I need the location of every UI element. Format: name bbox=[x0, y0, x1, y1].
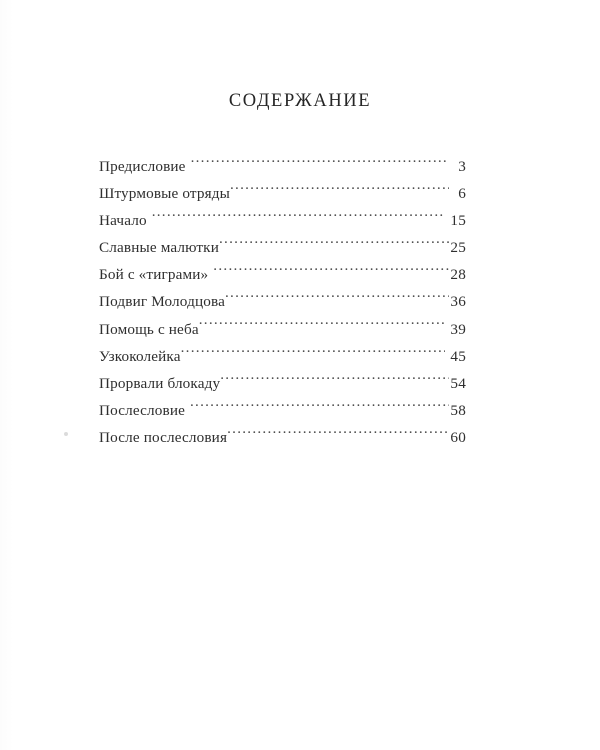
toc-leader-dots bbox=[225, 291, 449, 306]
toc-entry[interactable]: Штурмовые отряды 6 bbox=[99, 180, 466, 207]
toc-leader-dots bbox=[227, 427, 449, 442]
toc-entry[interactable]: Прорвали блокаду 54 bbox=[99, 370, 466, 397]
scan-artifact-speck bbox=[64, 432, 68, 436]
toc-entry[interactable]: Узкоколейка 45 bbox=[99, 343, 466, 370]
toc-entry[interactable]: После послесловия 60 bbox=[99, 424, 466, 451]
toc-entry-label: Штурмовые отряды bbox=[99, 185, 230, 203]
toc-entry[interactable]: Бой с «тиграми» 28 bbox=[99, 261, 466, 288]
toc-leader-dots bbox=[219, 237, 449, 252]
toc-leader-dots bbox=[213, 264, 449, 279]
toc-entry-label: После послесловия bbox=[99, 428, 228, 446]
toc-entry[interactable]: Подвиг Молодцова 36 bbox=[99, 288, 466, 315]
toc-entry-label: Начало bbox=[99, 212, 147, 230]
toc-leader-dots bbox=[199, 318, 445, 333]
toc-leader-dots bbox=[152, 210, 445, 225]
toc-entry-label: Бой с «тиграми» bbox=[99, 266, 209, 284]
toc-entry-page-number: 45 bbox=[450, 347, 466, 365]
toc-entry[interactable]: Славные малютки 25 bbox=[99, 234, 466, 261]
toc-entry-page-number: 60 bbox=[450, 428, 466, 446]
toc-entry[interactable]: Помощь с неба 39 bbox=[99, 316, 466, 343]
toc-entry-page-number: 25 bbox=[450, 239, 466, 257]
toc-entry-page-number: 58 bbox=[450, 401, 466, 419]
toc-entry-page-number: 28 bbox=[450, 266, 466, 284]
toc-entry-page-number: 36 bbox=[450, 293, 466, 311]
toc-entry[interactable]: Предисловие 3 bbox=[99, 153, 466, 180]
toc-leader-dots bbox=[220, 373, 449, 388]
toc-leader-dots bbox=[191, 156, 449, 171]
toc-entry-label: Помощь с неба bbox=[99, 320, 199, 338]
table-of-contents-list: Предисловие 3 Штурмовые отряды 6 Начало 15 Сла… bbox=[99, 153, 466, 451]
toc-entry[interactable]: Послесловие 58 bbox=[99, 397, 466, 424]
toc-entry-page-number: 54 bbox=[450, 374, 466, 392]
toc-entry-page-number: 6 bbox=[458, 185, 466, 203]
toc-entry-label: Прорвали блокаду bbox=[99, 374, 221, 392]
toc-entry-label: Подвиг Молодцова bbox=[99, 293, 225, 311]
toc-entry-label: Славные малютки bbox=[99, 239, 219, 257]
toc-entry-page-number: 15 bbox=[450, 212, 466, 230]
toc-entry-page-number: 39 bbox=[450, 320, 466, 338]
toc-leader-dots bbox=[230, 183, 449, 198]
toc-entry-label: Узкоколейка bbox=[99, 347, 181, 365]
toc-leader-dots bbox=[181, 345, 445, 360]
toc-entry-label: Послесловие bbox=[99, 401, 185, 419]
page-title: СОДЕРЖАНИЕ bbox=[228, 91, 372, 111]
toc-entry[interactable]: Начало 15 bbox=[99, 207, 466, 234]
toc-entry-page-number: 3 bbox=[458, 158, 466, 175]
toc-entry-label: Предисловие bbox=[99, 158, 186, 175]
page-gutter-shading bbox=[0, 0, 14, 750]
toc-leader-dots bbox=[190, 400, 449, 415]
